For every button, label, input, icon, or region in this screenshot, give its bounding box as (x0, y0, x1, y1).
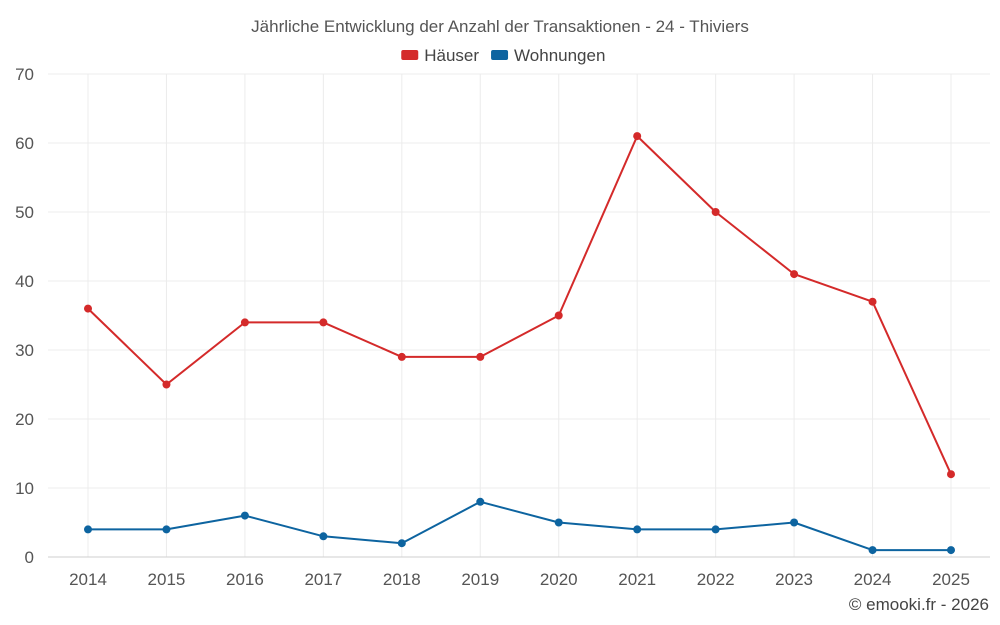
data-point-haeuser[interactable]: Häuser 2024: 37 (868, 297, 877, 306)
data-point-wohnungen[interactable]: Wohnungen 2020: 5 (554, 518, 563, 527)
chart-title: Jährliche Entwicklung der Anzahl der Tra… (251, 17, 749, 36)
data-point-wohnungen[interactable]: Wohnungen 2022: 4 (711, 525, 720, 534)
y-axis-tick-labels: 0 10 20 30 40 50 60 70 (15, 65, 34, 567)
x-tick-label: 2015 (148, 570, 186, 589)
data-point-wohnungen[interactable]: Wohnungen 2025: 1 (947, 546, 955, 555)
data-point-wohnungen[interactable]: Wohnungen 2016: 6 (240, 511, 249, 520)
x-axis-tick-labels: 2014 2015 2016 2017 2018 2019 2020 2021 2022 2023… (69, 570, 970, 589)
data-point-haeuser[interactable]: Häuser 2022: 50 (711, 208, 720, 216)
data-point-haeuser[interactable]: Häuser 2016: 34 (240, 318, 249, 327)
y-tick-label: 10 (15, 479, 34, 498)
data-point-wohnungen[interactable]: Wohnungen 2021: 4 (633, 525, 642, 534)
vertical-gridlines (87, 74, 952, 557)
legend-swatch (401, 50, 419, 60)
x-tick-label: 2018 (383, 570, 421, 589)
y-tick-label: 50 (15, 203, 34, 222)
x-tick-label: 2017 (304, 570, 342, 589)
legend[interactable]: Häuser Wohnungen (401, 46, 605, 65)
data-point-haeuser[interactable]: Häuser 2020: 35 (554, 311, 563, 320)
x-tick-label: 2022 (697, 570, 735, 589)
x-tick-label: 2020 (540, 570, 578, 589)
data-point-haeuser[interactable]: Häuser 2014: 36 (84, 304, 92, 313)
data-point-wohnungen[interactable]: Wohnungen 2015: 4 (162, 525, 171, 534)
x-tick-label: 2025 (932, 570, 970, 589)
x-tick-label: 2014 (69, 570, 107, 589)
series-line-haeuser (87, 135, 952, 475)
data-point-wohnungen[interactable]: Wohnungen 2014: 4 (84, 525, 92, 534)
data-point-wohnungen[interactable]: Wohnungen 2023: 5 (790, 518, 799, 527)
x-tick-label: 2021 (618, 570, 656, 589)
x-tick-label: 2023 (775, 570, 813, 589)
data-point-wohnungen[interactable]: Wohnungen 2018: 2 (397, 539, 406, 548)
y-tick-label: 60 (15, 134, 34, 153)
y-tick-label: 40 (15, 272, 34, 291)
y-tick-label: 0 (25, 548, 34, 567)
y-tick-label: 70 (15, 65, 34, 84)
x-tick-label: 2016 (226, 570, 264, 589)
series-haeuser: Häuser 2014: 36 Häuser 2015: 25 Häuser 201… (84, 132, 955, 479)
y-tick-label: 30 (15, 341, 34, 360)
data-point-haeuser[interactable]: Häuser 2021: 61 (633, 132, 642, 141)
x-tick-label: 2024 (854, 570, 892, 589)
series-line-wohnungen (88, 500, 951, 552)
data-point-haeuser[interactable]: Häuser 2023: 41 (790, 270, 799, 279)
data-point-haeuser[interactable]: Häuser 2018: 29 (397, 352, 406, 361)
horizontal-gridlines (48, 73, 990, 558)
legend-swatch (491, 50, 509, 60)
data-point-wohnungen[interactable]: Wohnungen 2019: 8 (476, 497, 485, 506)
x-tick-label: 2019 (461, 570, 499, 589)
data-point-haeuser[interactable]: Häuser 2019: 29 (476, 352, 485, 361)
data-point-haeuser[interactable]: Häuser 2025: 12 (947, 470, 955, 479)
legend-item-haeuser[interactable]: Häuser (401, 46, 479, 65)
credit-text: © emooki.fr - 2026 (849, 595, 989, 614)
legend-item-wohnungen[interactable]: Wohnungen (491, 46, 605, 65)
data-point-wohnungen[interactable]: Wohnungen 2024: 1 (868, 546, 877, 555)
y-tick-label: 20 (15, 410, 34, 429)
data-point-wohnungen[interactable]: Wohnungen 2017: 3 (319, 532, 328, 541)
series-group: Häuser 2014: 36 Häuser 2015: 25 Häuser 201… (84, 132, 955, 555)
data-point-haeuser[interactable]: Häuser 2015: 25 (162, 380, 171, 389)
series-wohnungen: Wohnungen 2014: 4 Wohnungen 2015: 4 Wohnun… (84, 497, 955, 555)
legend-label: Wohnungen (514, 46, 605, 65)
data-point-haeuser[interactable]: Häuser 2017: 34 (319, 318, 328, 327)
legend-label: Häuser (424, 46, 479, 65)
